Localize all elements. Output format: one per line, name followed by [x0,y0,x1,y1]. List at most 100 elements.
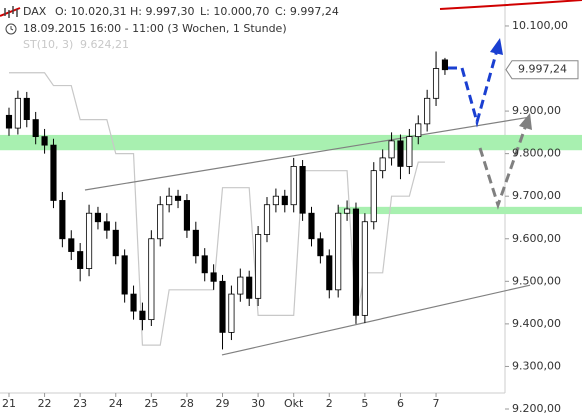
candle-body [14,97,21,129]
indicator-layer [8,72,445,346]
y-tick-label: 9.300,00 [512,359,561,372]
candle-body [192,229,199,257]
open-label: O: 10.020,31 [55,5,127,18]
candle-body [308,212,315,240]
candle-body [41,136,48,146]
candle-body [432,68,440,99]
candle-body [326,255,333,291]
y-tick-label: 9.400,00 [512,317,561,330]
candle-body [281,195,288,206]
y-tick-label: 9.600,00 [512,232,561,245]
price-box [505,60,579,80]
x-tick-label: 21 [2,397,16,410]
indicator-value: 9.624,21 [80,38,129,51]
support-zone [0,134,582,151]
candle-body [5,114,13,129]
indicator-name: ST(10, 3) [23,38,73,51]
candle-body [335,212,342,291]
x-tick-label: 5 [361,397,368,410]
candles [5,51,449,350]
symbol: DAX [23,5,47,18]
x-tick-label: Okt [284,397,304,410]
candle-body [424,97,431,125]
candle-body [23,97,30,120]
candle-body [397,140,404,167]
candle-body [112,229,119,257]
candle-body [388,140,395,159]
candle-body [415,123,422,138]
close-label: C: 9.997,24 [275,5,339,18]
y-tick-label: 10.100,00 [512,19,568,32]
y-tick-label: 9.500,00 [512,274,561,287]
red-line [439,0,582,10]
candle-body [59,200,66,240]
candle-body [50,144,57,201]
y-tick-label: 9.700,00 [512,189,561,202]
x-tick-label: 6 [397,397,404,410]
high-label: H: 9.997,30 [130,5,194,18]
candle-body [166,195,173,206]
candle-body [361,221,368,316]
candle-body [85,212,93,269]
x-tick-label: 22 [38,397,52,410]
forecast-arrow-gray [478,124,528,210]
x-tick-label: 2 [326,397,333,410]
forecast-arrow-blue [448,49,499,128]
candle-body [68,238,75,252]
y-tick-label: 9.200,00 [512,402,561,415]
candle-body [103,221,110,231]
candle-body [352,208,360,316]
y-tick-label: 9.900,00 [512,104,561,117]
candle-body [94,212,102,223]
support-zone [338,206,582,215]
x-tick-label: 28 [180,397,194,410]
candle-body [228,293,235,333]
indicator-line [8,72,445,346]
candle-body [148,238,155,321]
candle-body [290,166,297,206]
low-label: L: 10.000,70 [200,5,269,18]
header-icon [4,6,18,18]
trendlines [84,116,531,356]
candle-body [299,166,306,214]
candle-body [157,204,164,240]
clock-icon [5,23,17,35]
candle-body [237,276,244,295]
candle-body [272,195,279,206]
candle-body [219,280,226,333]
candle-body [32,119,39,138]
candle-body [201,255,208,274]
candle-body [183,200,190,231]
candle-body [379,157,386,172]
candle-body [344,208,351,214]
x-tick-label: 25 [144,397,158,410]
period: 18.09.2015 16:00 - 11:00 (3 Wochen, 1 St… [23,22,287,35]
x-tick-label: 24 [109,397,123,410]
x-tick-label: 29 [216,397,230,410]
candle-body [370,170,377,223]
red-line [0,7,21,17]
candle-body [210,272,217,282]
arrowhead [519,113,532,130]
candle-body [130,293,137,312]
candle-body [139,310,146,321]
candle-body [77,251,84,269]
candle-body [121,255,128,295]
candle-body [406,136,413,167]
candle-body [441,59,449,71]
x-tick-label: 30 [251,397,265,410]
trendline [84,116,531,191]
candle-body [174,195,182,201]
arrowhead [490,38,503,55]
clock-hand [10,26,14,31]
zones [0,134,582,215]
candle-body [317,238,324,257]
x-tick-label: 23 [73,397,87,410]
candle-body [246,276,253,299]
candle-body [263,204,271,235]
y-tick-label: 9.800,00 [512,147,561,160]
price-label: 9.997,24 [518,63,567,76]
candle-body [255,234,262,299]
